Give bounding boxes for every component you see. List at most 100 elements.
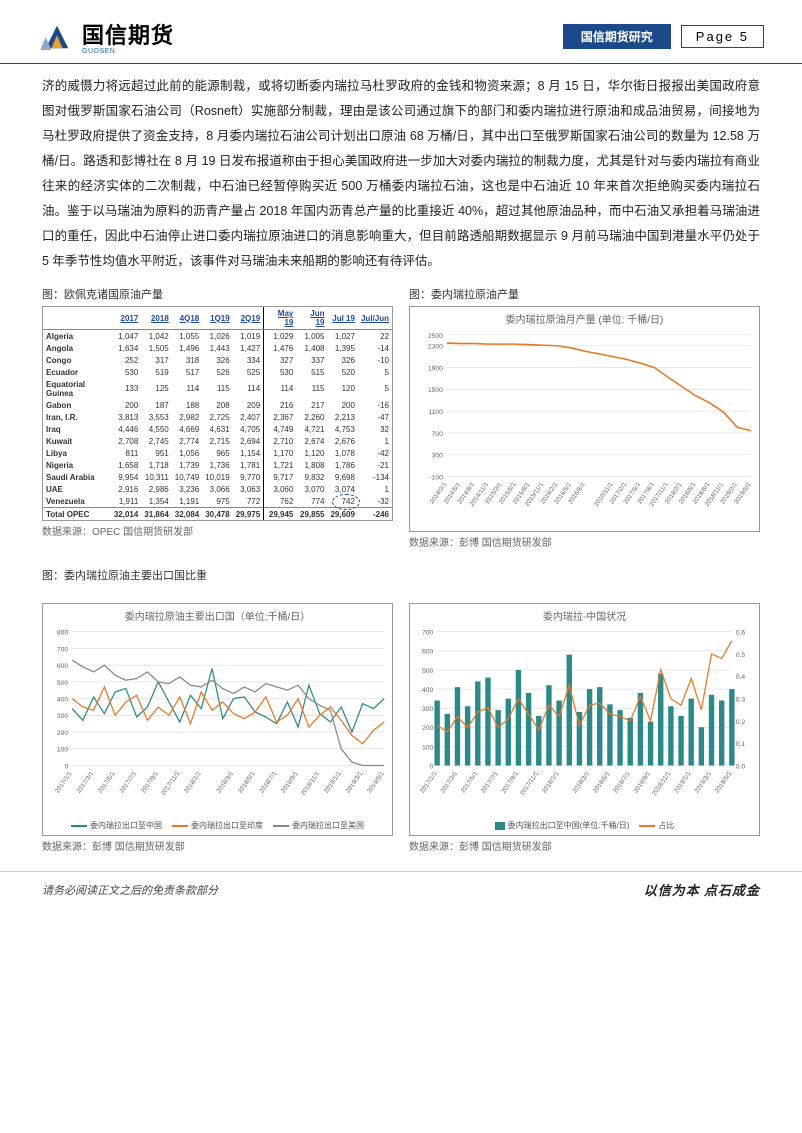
svg-text:600: 600 — [57, 663, 69, 670]
svg-text:2017/11/1: 2017/11/1 — [519, 770, 541, 797]
svg-text:2017/3/1: 2017/3/1 — [75, 770, 95, 795]
opec-table-wrap: 201720184Q181Q192Q19May 19Jun 19Jul 19Ju… — [42, 306, 393, 521]
svg-text:2017/1/1: 2017/1/1 — [419, 770, 439, 795]
svg-text:1900: 1900 — [428, 365, 443, 372]
logo-text: 国信期货 — [82, 18, 174, 50]
body-paragraph: 济的威慑力将远超过此前的能源制裁，或将切断委内瑞拉马杜罗政府的金钱和物资来源；8… — [0, 64, 802, 282]
figure-row-1: 图：欧佩克诸国原油产量 201720184Q181Q192Q19May 19Ju… — [0, 282, 802, 553]
export-left-legend: 委内瑞拉出口至中国委内瑞拉出口至印度委内瑞拉出口至美国 — [43, 818, 392, 835]
svg-text:300: 300 — [57, 713, 69, 720]
figure-row-2: 图：委内瑞拉原油主要出口国比重 委内瑞拉原油主要出口国（单位:千桶/日） 0 10… — [0, 563, 802, 857]
svg-text:2019/1/1: 2019/1/1 — [673, 770, 693, 795]
export-right-frame: 委内瑞拉-中国状况 0 100 200 300 400 500 600 700 0.0 0.1 0.… — [409, 603, 760, 836]
svg-text:2018/11/1: 2018/11/1 — [651, 770, 673, 797]
svg-text:2018/7/1: 2018/7/1 — [612, 770, 632, 795]
vz-chart-title: 委内瑞拉原油月产量 (单位: 千桶/日) — [410, 307, 759, 326]
svg-text:0: 0 — [64, 763, 68, 770]
svg-text:2018/3/1: 2018/3/1 — [215, 770, 235, 795]
svg-text:800: 800 — [57, 630, 69, 637]
fig-export-title: 图：委内瑞拉原油主要出口国比重 — [42, 567, 760, 583]
svg-text:2018/5/1: 2018/5/1 — [592, 770, 612, 795]
svg-text:2019/1/1: 2019/1/1 — [323, 770, 343, 795]
svg-text:0.5: 0.5 — [736, 652, 746, 659]
opec-table: 201720184Q181Q192Q19May 19Jun 19Jul 19Ju… — [43, 307, 392, 520]
fig-vz-source: 数据来源：彭博 国信期货研发部 — [409, 534, 760, 549]
vz-chart-frame: 委内瑞拉原油月产量 (单位: 千桶/日) -100 300 700 1100 1500 1… — [409, 306, 760, 532]
svg-text:100: 100 — [57, 747, 69, 754]
fig-vz-title: 图：委内瑞拉原油产量 — [409, 286, 760, 302]
svg-text:2018/9/1: 2018/9/1 — [280, 770, 300, 795]
export-right-legend: 委内瑞拉出口至中国(单位:千桶/日)占比 — [410, 818, 759, 835]
research-badge: 国信期货研究 — [563, 24, 671, 49]
svg-text:700: 700 — [432, 431, 444, 438]
svg-text:100: 100 — [422, 744, 434, 751]
svg-text:0.2: 0.2 — [736, 719, 746, 726]
fig-export-right: 委内瑞拉-中国状况 0 100 200 300 400 500 600 700 0.0 0.1 0.… — [409, 603, 760, 853]
svg-text:400: 400 — [57, 697, 69, 704]
svg-text:0.4: 0.4 — [736, 674, 746, 681]
svg-text:2019/3/1: 2019/3/1 — [345, 770, 365, 795]
svg-text:700: 700 — [57, 646, 69, 653]
svg-text:2017/5/1: 2017/5/1 — [97, 770, 117, 795]
svg-text:2500: 2500 — [428, 333, 443, 340]
svg-text:2018/9/1: 2018/9/1 — [632, 770, 652, 795]
svg-text:2017/5/1: 2017/5/1 — [460, 770, 480, 795]
header-right: 国信期货研究 Page 5 — [563, 24, 764, 49]
svg-text:2018/1/1: 2018/1/1 — [183, 770, 203, 795]
svg-text:2019/5/1: 2019/5/1 — [714, 770, 734, 795]
svg-text:0.3: 0.3 — [736, 697, 746, 704]
svg-text:0.0: 0.0 — [736, 763, 746, 770]
fig-opec-title: 图：欧佩克诸国原油产量 — [42, 286, 393, 302]
export-right-source: 数据来源：彭博 国信期货研发部 — [409, 838, 760, 853]
fig-export-left: 委内瑞拉原油主要出口国（单位:千桶/日） 0 100 200 300 400 500 600… — [42, 603, 393, 853]
svg-text:2017/9/1: 2017/9/1 — [500, 770, 520, 795]
svg-text:400: 400 — [422, 687, 434, 694]
svg-text:2017/7/1: 2017/7/1 — [119, 770, 139, 795]
export-left-title: 委内瑞拉原油主要出口国（单位:千桶/日） — [43, 604, 392, 623]
svg-text:-100: -100 — [429, 474, 443, 481]
page-header: 国信期货 GUOSEN 国信期货研究 Page 5 — [0, 0, 802, 64]
fig-opec-source: 数据来源：OPEC 国信期货研发部 — [42, 523, 393, 538]
svg-text:200: 200 — [57, 730, 69, 737]
svg-text:1500: 1500 — [428, 387, 443, 394]
svg-text:2019/5/1: 2019/5/1 — [366, 770, 386, 795]
svg-text:0.6: 0.6 — [736, 630, 746, 637]
svg-text:0: 0 — [430, 763, 434, 770]
svg-text:500: 500 — [422, 668, 434, 675]
logo-icon — [38, 22, 76, 52]
footer-disclaimer: 请务必阅读正文之后的免责条款部分 — [42, 882, 218, 898]
export-combo-chart: 0 100 200 300 400 500 600 700 0.0 0.1 0.2 0.3 0.4 0.5… — [410, 623, 759, 813]
svg-text:2300: 2300 — [428, 344, 443, 351]
svg-text:500: 500 — [57, 680, 69, 687]
svg-text:2017/11/1: 2017/11/1 — [160, 770, 182, 797]
svg-text:1100: 1100 — [428, 409, 443, 416]
page: 国信期货 GUOSEN 国信期货研究 Page 5 济的威慑力将远超过此前的能源… — [0, 0, 802, 917]
export-left-frame: 委内瑞拉原油主要出口国（单位:千桶/日） 0 100 200 300 400 500 600… — [42, 603, 393, 836]
footer-slogan: 以信为本 点石成金 — [644, 880, 760, 899]
export-right-title: 委内瑞拉-中国状况 — [410, 604, 759, 623]
svg-text:2018/7/1: 2018/7/1 — [258, 770, 278, 795]
export-left-source: 数据来源：彭博 国信期货研发部 — [42, 838, 393, 853]
logo: 国信期货 GUOSEN — [38, 18, 174, 55]
page-footer: 请务必阅读正文之后的免责条款部分 以信为本 点石成金 — [0, 871, 802, 917]
fig-opec: 图：欧佩克诸国原油产量 201720184Q181Q192Q19May 19Ju… — [42, 286, 393, 549]
svg-text:600: 600 — [422, 649, 434, 656]
svg-text:0.1: 0.1 — [736, 741, 746, 748]
svg-text:2018/1/1: 2018/1/1 — [541, 770, 561, 795]
export-lines-chart: 0 100 200 300 400 500 600 700 800 2017/1/12017/3/… — [43, 623, 392, 813]
fig-venezuela-prod: 图：委内瑞拉原油产量 委内瑞拉原油月产量 (单位: 千桶/日) -100 300 7… — [409, 286, 760, 549]
svg-text:2017/9/1: 2017/9/1 — [140, 770, 160, 795]
svg-text:2017/7/1: 2017/7/1 — [480, 770, 500, 795]
svg-text:2017/1/1: 2017/1/1 — [54, 770, 74, 795]
svg-text:2018/5/1: 2018/5/1 — [237, 770, 257, 795]
svg-text:200: 200 — [422, 725, 434, 732]
page-number-badge: Page 5 — [681, 25, 764, 48]
svg-text:2017/3/1: 2017/3/1 — [439, 770, 459, 795]
svg-text:700: 700 — [422, 630, 434, 637]
svg-text:300: 300 — [422, 706, 434, 713]
svg-text:2019/3/1: 2019/3/1 — [693, 770, 713, 795]
svg-text:2018/3/1: 2018/3/1 — [571, 770, 591, 795]
svg-text:2018/11/1: 2018/11/1 — [300, 770, 322, 797]
vz-line-chart: -100300700110015001900230025002014/2/120… — [410, 326, 759, 526]
svg-text:300: 300 — [432, 453, 444, 460]
